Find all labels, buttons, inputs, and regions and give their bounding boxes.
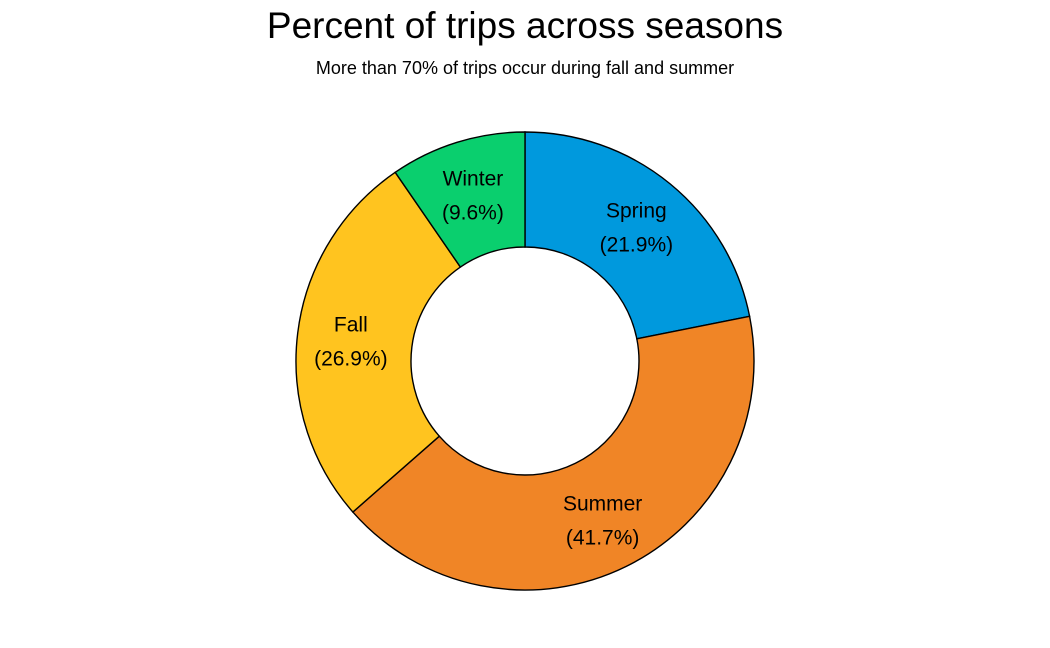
chart-subtitle: More than 70% of trips occur during fall… bbox=[315, 58, 735, 78]
slice-value-spring: (21.9%) bbox=[600, 233, 674, 256]
slice-label-summer: Summer bbox=[563, 492, 642, 515]
labels-layer: Spring (21.9%) Summer (41.7%) Fall (26.9%) Win… bbox=[314, 167, 673, 549]
slice-summer bbox=[351, 315, 755, 591]
slice-value-fall: (26.9%) bbox=[314, 347, 388, 370]
slice-fall bbox=[295, 171, 462, 514]
slice-value-summer: (41.7%) bbox=[566, 526, 640, 549]
slice-label-winter: Winter bbox=[443, 167, 504, 190]
slices-layer bbox=[295, 131, 755, 591]
chart-title: Percent of trips across seasons bbox=[266, 5, 784, 46]
slice-value-winter: (9.6%) bbox=[442, 201, 504, 224]
slice-label-fall: Fall bbox=[334, 313, 368, 336]
slice-label-spring: Spring bbox=[606, 199, 667, 222]
slice-winter bbox=[394, 131, 526, 269]
slice-spring bbox=[524, 131, 751, 340]
